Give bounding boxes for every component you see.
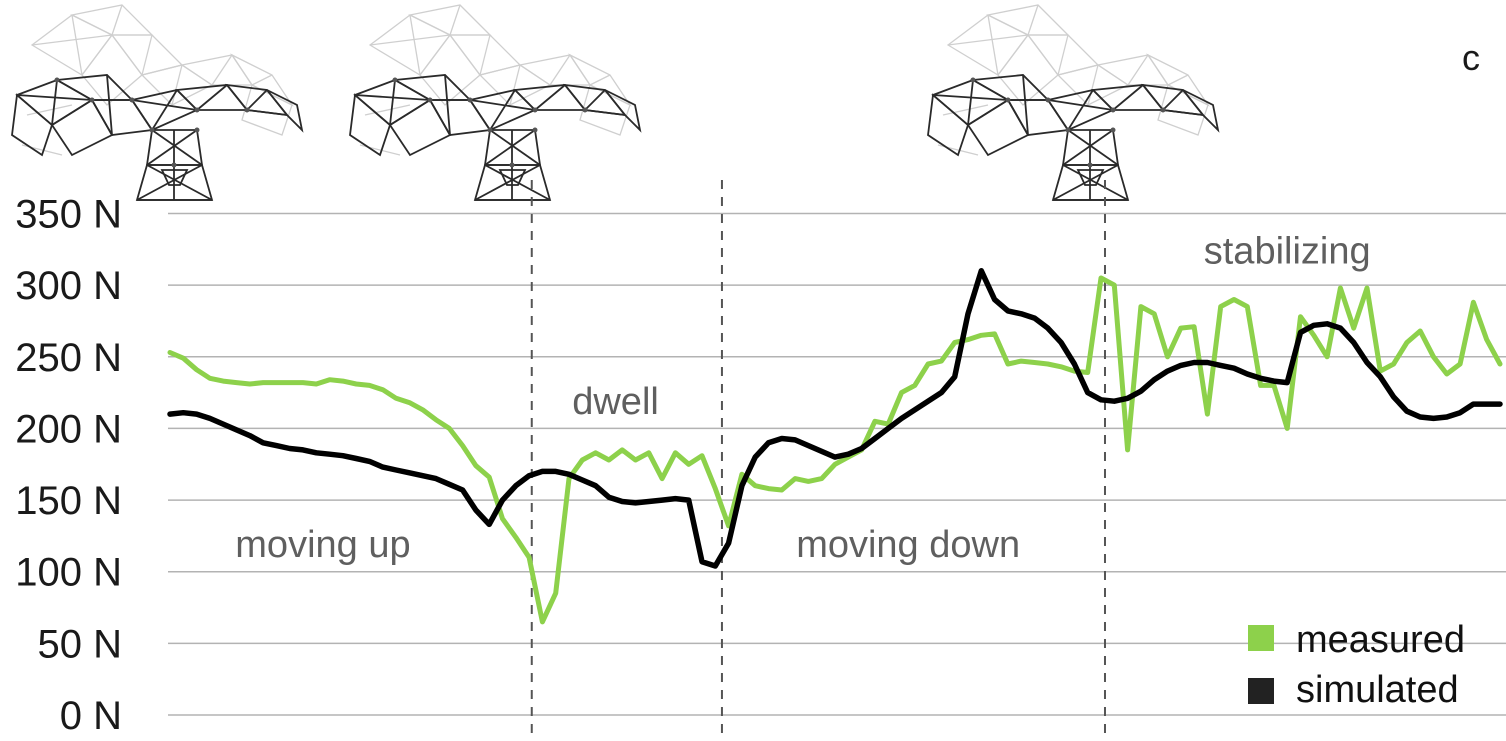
legend-swatch-simulated bbox=[1248, 678, 1274, 704]
phase-labels: moving up dwell moving down stabilizing bbox=[235, 230, 1370, 566]
phase-label-dwell: dwell bbox=[572, 381, 659, 423]
y-tick-label: 100 N bbox=[15, 551, 122, 595]
legend-label-simulated: simulated bbox=[1296, 669, 1459, 711]
y-tick-label: 250 N bbox=[15, 336, 122, 380]
y-tick-label: 200 N bbox=[15, 407, 122, 451]
y-axis-ticks: 0 N 50 N 100 N 150 N 200 N 250 N 300 N 350 N bbox=[15, 193, 122, 739]
arm-sketch-stabilizing bbox=[928, 5, 1218, 200]
phase-label-moving-up: moving up bbox=[235, 524, 410, 566]
y-tick-label: 0 N bbox=[60, 694, 122, 738]
panel-label: c bbox=[1462, 37, 1480, 78]
y-tick-label: 50 N bbox=[38, 622, 123, 666]
y-tick-label: 350 N bbox=[15, 193, 122, 237]
y-tick-label: 150 N bbox=[15, 479, 122, 523]
legend: measured simulated bbox=[1248, 619, 1465, 711]
legend-label-measured: measured bbox=[1296, 619, 1465, 661]
arm-sketch-dwell bbox=[350, 5, 640, 200]
phase-label-stabilizing: stabilizing bbox=[1204, 230, 1371, 272]
phase-dividers bbox=[532, 180, 1105, 741]
y-tick-label: 300 N bbox=[15, 264, 122, 308]
arm-illustrations bbox=[12, 5, 1218, 200]
arm-sketch-moving-up bbox=[12, 5, 302, 200]
phase-label-moving-down: moving down bbox=[796, 524, 1020, 566]
data-series bbox=[170, 271, 1500, 622]
legend-swatch-measured bbox=[1248, 625, 1274, 651]
